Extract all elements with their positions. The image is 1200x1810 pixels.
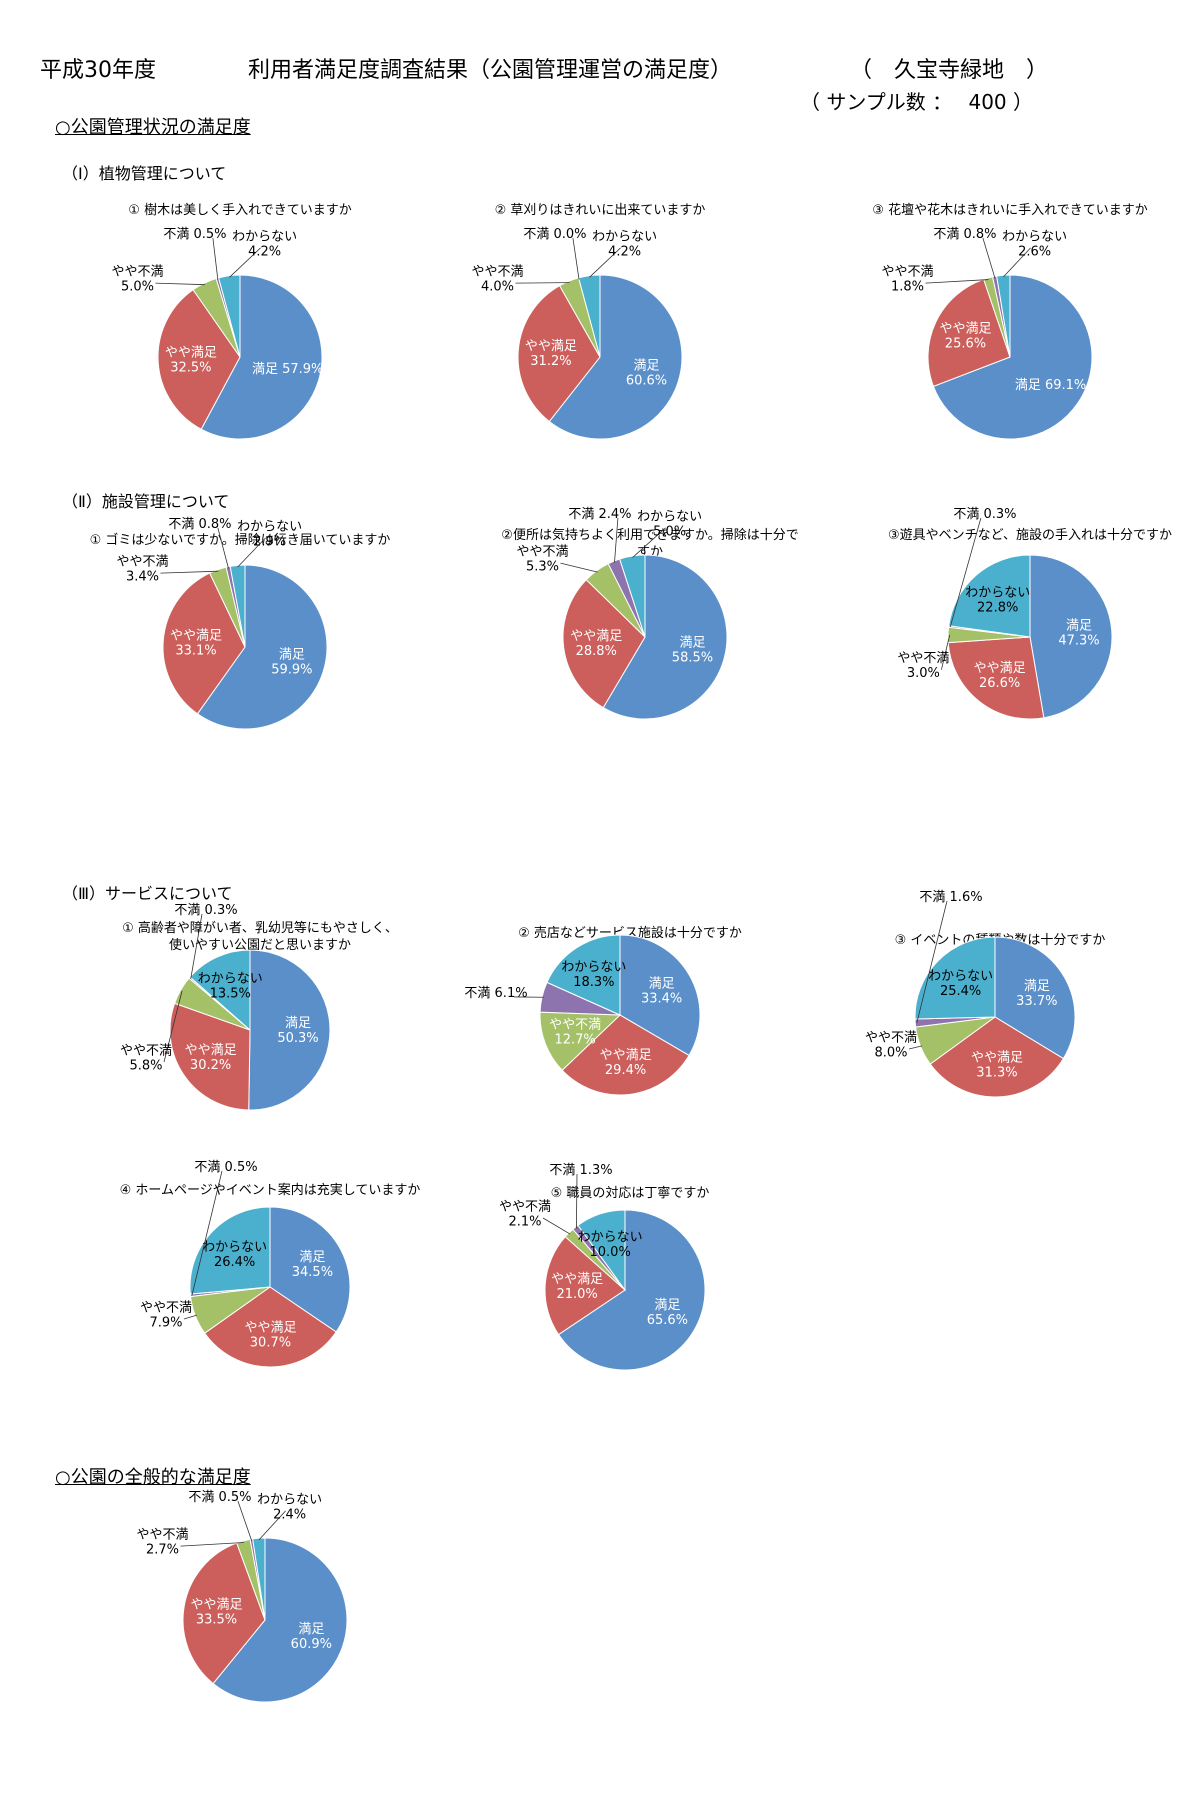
leader-line <box>218 528 229 568</box>
leader-line <box>543 1218 570 1234</box>
leader-line <box>909 1046 922 1049</box>
label-dissatisfied: 不満 0.5% <box>188 1490 251 1505</box>
park-name: （ 久宝寺緑地 ） <box>850 52 1048 84</box>
label-dissatisfied: 不満 6.1% <box>464 986 527 1001</box>
label-dissatisfied: 不満 0.8% <box>933 227 996 242</box>
label-dissatisfied: 不満 1.3% <box>549 1163 612 1178</box>
label-dissatisfied: 不満 0.0% <box>523 227 586 242</box>
label-dissatisfied: 不満 0.5% <box>194 1160 257 1175</box>
leader-line <box>156 283 205 285</box>
label-dissatisfied: 不満 0.3% <box>953 507 1016 522</box>
leader-line <box>213 238 218 280</box>
survey-year: 平成30年度 <box>40 52 156 84</box>
leader-line <box>983 238 995 278</box>
page-title: 利用者満足度調査結果（公園管理運営の満足度） <box>248 52 732 84</box>
subsection-service: （Ⅲ）サービスについて <box>62 880 233 904</box>
leader-line <box>184 1315 197 1319</box>
label-satisfied: 満足 57.9% <box>252 362 323 377</box>
label-satisfied: 満足 69.1% <box>1015 378 1086 393</box>
chart-events: ③ イベントの種類や数は十分ですか満足33.7%やや満足31.3%わからない25… <box>810 932 1190 1232</box>
label-dissatisfied: 不満 0.3% <box>174 903 237 918</box>
label-dissatisfied: 不満 1.6% <box>919 890 982 905</box>
leader-line <box>614 518 617 563</box>
section-park-status: ○公園管理状況の満足度 <box>55 113 251 139</box>
leader-line <box>238 1501 252 1541</box>
label-dissatisfied: 不満 2.4% <box>568 507 631 522</box>
label-dissatisfied: 不満 0.8% <box>168 517 231 532</box>
sample-size: （ サンプル数 ： 400 ） <box>800 86 1033 115</box>
label-dissatisfied: 不満 0.5% <box>163 227 226 242</box>
subsection-plants: （Ⅰ）植物管理について <box>62 160 226 184</box>
leader-line <box>561 563 598 572</box>
leader-line <box>573 238 579 279</box>
